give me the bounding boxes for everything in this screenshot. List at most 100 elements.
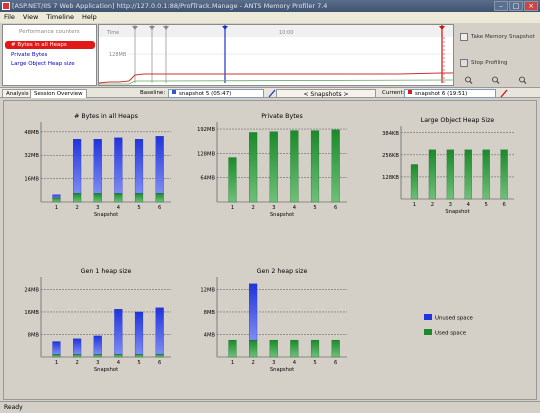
chart-title: Large Object Heap Size xyxy=(421,117,495,124)
panel-header: Performance counters xyxy=(19,29,80,35)
x-tick-label: 2 xyxy=(431,202,434,208)
bar-used xyxy=(134,193,144,203)
x-tick-label: 4 xyxy=(293,360,297,366)
x-tick-label: 6 xyxy=(334,205,337,211)
bar-used xyxy=(331,339,340,358)
menu-view[interactable]: View xyxy=(22,13,39,21)
session-overview-charts: # Bytes in all Heaps 16MB 32MB 48MB 1 2 3 4 5 6 Sn… xyxy=(3,100,537,400)
x-tick-label: 6 xyxy=(158,205,161,211)
y-tick-label: 128KB xyxy=(382,175,399,181)
bar-used xyxy=(464,149,472,200)
stop-icon xyxy=(460,59,468,67)
legend-swatch-used xyxy=(424,329,432,335)
baseline-pin-icon[interactable] xyxy=(268,89,276,98)
counter-loh-size[interactable]: Large Object Heap size xyxy=(11,61,75,67)
x-tick-label: 3 xyxy=(272,205,275,211)
x-tick-label: 3 xyxy=(96,205,99,211)
legend-swatch-unused xyxy=(424,314,432,320)
y-tick-label: 128MB xyxy=(197,151,215,157)
bar-used xyxy=(310,339,320,358)
x-tick-label: 4 xyxy=(117,360,121,366)
bar-used xyxy=(93,354,102,358)
bar-unused xyxy=(134,311,144,355)
baseline-value: snapshot 5 (05:47) xyxy=(179,91,232,97)
menu-bar: File View Timeline Help xyxy=(0,12,540,23)
x-axis-label: Snapshot xyxy=(270,367,294,373)
baseline-swatch xyxy=(172,90,176,94)
bar-used xyxy=(52,197,61,203)
bar-used xyxy=(155,354,164,358)
x-tick-label: 5 xyxy=(485,202,488,208)
y-tick-label: 8MB xyxy=(204,310,216,316)
chart-3: Gen 1 heap size 8MB 16MB 24MB 1 2 3 4 5 6 Snapshot xyxy=(24,268,171,373)
current-dropdown[interactable]: snapshot 6 (19:51) xyxy=(404,89,496,98)
x-tick-label: 1 xyxy=(55,360,58,366)
snapshot-selector-bar: Analysis Session Overview Baseline: snap… xyxy=(0,87,540,98)
bar-used xyxy=(500,149,508,200)
chart-title: # Bytes in all Heaps xyxy=(74,113,138,120)
x-axis-label: Snapshot xyxy=(94,212,118,218)
bar-used xyxy=(310,130,320,203)
take-snapshot-button[interactable]: Take Memory Snapshot xyxy=(457,28,537,46)
x-tick-label: 3 xyxy=(272,360,275,366)
zoom-out-icon[interactable] xyxy=(492,76,500,84)
camera-icon xyxy=(460,33,468,41)
x-tick-label: 2 xyxy=(75,360,78,366)
chart-legend: Unused space Used space xyxy=(424,314,474,337)
bar-used xyxy=(269,131,278,203)
timeline-graph: Time 10:00 128MB xyxy=(99,25,453,85)
y-tick-label: 48MB xyxy=(24,130,39,136)
bar-unused xyxy=(93,139,102,194)
y-tick-label: 16MB xyxy=(24,177,39,183)
x-tick-label: 5 xyxy=(313,360,316,366)
baseline-label: Baseline: xyxy=(140,90,166,96)
snapshot-markers[interactable] xyxy=(132,25,445,83)
take-snapshot-label: Take Memory Snapshot xyxy=(471,34,535,40)
bar-used xyxy=(114,354,123,358)
menu-file[interactable]: File xyxy=(4,13,15,21)
timeline-panel[interactable]: Time 10:00 128MB xyxy=(98,24,454,86)
app-icon xyxy=(2,2,10,10)
counter-private-bytes[interactable]: Private Bytes xyxy=(11,52,48,58)
bar-unused xyxy=(73,338,82,355)
tab-analysis[interactable]: Analysis xyxy=(2,89,33,98)
close-button[interactable]: × xyxy=(524,1,538,11)
baseline-dropdown[interactable]: snapshot 5 (05:47) xyxy=(168,89,264,98)
bar-used xyxy=(482,149,490,200)
x-tick-label: 2 xyxy=(251,360,254,366)
bar-unused xyxy=(52,341,61,355)
x-tick-label: 4 xyxy=(467,202,471,208)
counter-bytes-all-heaps[interactable]: # Bytes in all Heaps xyxy=(5,41,95,49)
y-tick-label: 16MB xyxy=(24,310,39,316)
timeline-y-tick: 128MB xyxy=(109,52,127,58)
snapshots-nav[interactable]: < Snapshots > xyxy=(276,89,376,98)
maximize-button[interactable]: □ xyxy=(509,1,523,11)
x-axis-label: Snapshot xyxy=(445,209,469,215)
y-tick-label: 24MB xyxy=(24,287,39,293)
current-value: snapshot 6 (19:51) xyxy=(415,91,468,97)
menu-help[interactable]: Help xyxy=(81,13,97,21)
bar-unused xyxy=(52,194,61,198)
bar-used xyxy=(114,193,123,203)
chart-4: Gen 2 heap size 4MB 8MB 12MB 1 2 3 4 5 6 Snapshot xyxy=(200,268,347,373)
tab-session-overview[interactable]: Session Overview xyxy=(30,89,87,98)
x-tick-label: 5 xyxy=(313,205,316,211)
menu-timeline[interactable]: Timeline xyxy=(46,13,74,21)
zoom-fit-icon[interactable] xyxy=(519,76,527,84)
x-tick-label: 2 xyxy=(75,205,78,211)
y-tick-label: 8MB xyxy=(28,332,40,338)
current-pin-icon[interactable] xyxy=(500,89,508,98)
x-tick-label: 6 xyxy=(334,360,337,366)
bar-used xyxy=(331,129,340,203)
zoom-in-icon[interactable] xyxy=(465,76,473,84)
bar-used xyxy=(410,164,419,200)
minimize-button[interactable]: – xyxy=(494,1,508,11)
stop-profiling-button[interactable]: Stop Profiling xyxy=(457,54,537,72)
y-tick-label: 256KB xyxy=(382,153,399,159)
bar-used xyxy=(155,193,164,203)
bar-unused xyxy=(114,308,123,355)
y-tick-label: 4MB xyxy=(204,332,216,338)
bar-used xyxy=(73,193,82,203)
current-label: Current: xyxy=(382,90,405,96)
